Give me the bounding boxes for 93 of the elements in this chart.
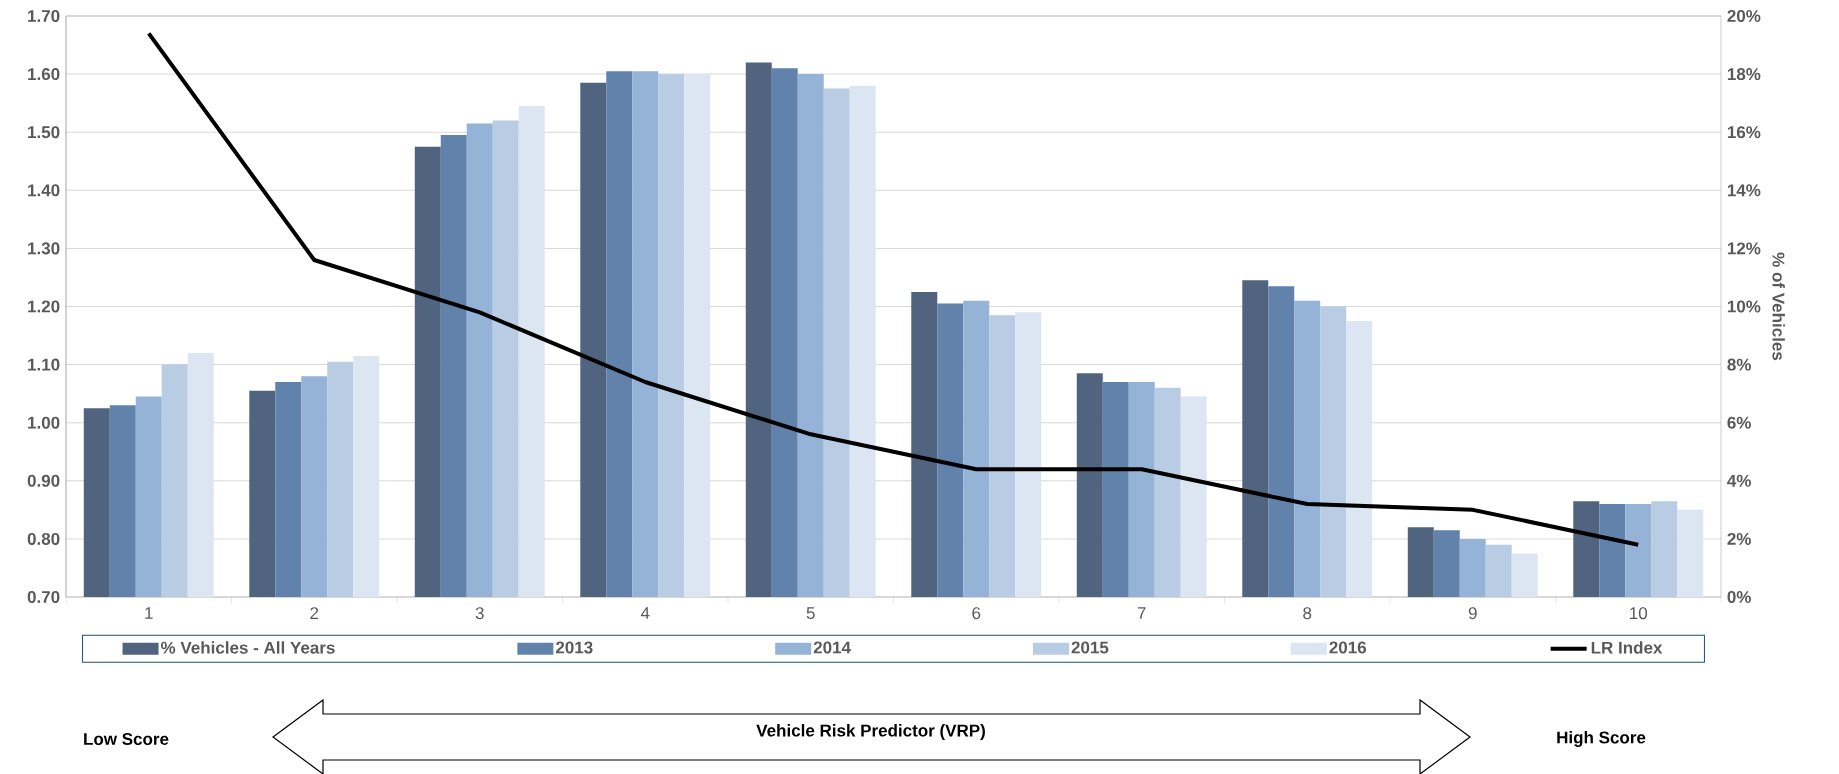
bar (1459, 538, 1486, 597)
bar (1015, 312, 1042, 597)
bar (414, 146, 441, 597)
x-tick-label: 9 (1468, 607, 1477, 620)
bar (1154, 387, 1181, 597)
bar (658, 74, 685, 597)
y-tick-label: 1.50 (28, 126, 60, 139)
y-tick-label: 1.00 (28, 416, 60, 429)
bar (109, 405, 136, 597)
x-tick-label: 1 (145, 607, 153, 619)
bar (1599, 504, 1626, 597)
legend-label: 2016 (1329, 641, 1367, 654)
bar (1242, 280, 1269, 597)
y2-tick-label: 16% (1727, 126, 1761, 139)
y2-tick-label: 14% (1727, 184, 1761, 197)
bar (1294, 300, 1321, 597)
bar (1485, 544, 1512, 597)
bar (440, 135, 467, 597)
y2-tick-label: 4% (1727, 474, 1751, 487)
y2-tick-label: 18% (1727, 68, 1761, 81)
y-tick-label: 0.80 (27, 532, 60, 545)
y2-tick-label: 2% (1727, 532, 1751, 545)
bar (1180, 396, 1207, 597)
bar (492, 120, 519, 597)
bar (797, 74, 824, 597)
legend-label: LR Index (1591, 641, 1663, 654)
bar (135, 396, 162, 597)
bar (161, 364, 188, 597)
legend-label: 2015 (1071, 641, 1109, 654)
bar (937, 303, 964, 597)
bar (745, 62, 772, 597)
x-tick-label: 7 (1137, 607, 1146, 619)
y-tick-label: 1.30 (28, 242, 60, 255)
y2-tick-label: 8% (1727, 358, 1751, 371)
y-tick-label: 1.70 (28, 9, 60, 23)
bar (1076, 373, 1103, 597)
y-tick-label: 1.40 (28, 184, 60, 197)
y-tick-label: 1.20 (28, 300, 60, 313)
y2-tick-label: 20% (1727, 9, 1761, 23)
bar (1102, 382, 1129, 597)
legend-label: % Vehicles - All Years (160, 641, 335, 654)
bar (301, 376, 328, 597)
bar (327, 361, 354, 597)
bar (1651, 501, 1678, 597)
bar (963, 300, 990, 597)
y2-tick-label: 12% (1727, 242, 1761, 255)
bar (1677, 509, 1704, 597)
text: Vehicle Risk Predictor (VRP) (756, 724, 985, 740)
bar (632, 71, 659, 597)
bar (353, 355, 380, 597)
bar (1268, 286, 1295, 597)
bar (771, 68, 798, 597)
bar (466, 123, 493, 597)
line-series (146, 31, 1641, 547)
bar (1433, 530, 1460, 597)
y-tick-label: 0.70 (27, 590, 60, 604)
y2-tick-label: 10% (1727, 300, 1761, 313)
x-tick-label: 4 (640, 607, 650, 619)
legend-label: 2014 (813, 641, 851, 654)
x-tick-label: 3 (475, 607, 484, 620)
bar (518, 106, 545, 597)
bar (849, 85, 876, 597)
bar (1625, 504, 1652, 597)
x-tick-label: 2 (310, 607, 319, 620)
x-tick-label: 10 (1630, 607, 1648, 620)
bar (249, 390, 276, 597)
bar (187, 352, 214, 597)
text: Low Score (84, 732, 169, 746)
bar (684, 74, 711, 597)
y2-tick-label: 6% (1727, 416, 1751, 429)
bar (606, 71, 633, 597)
bar (1511, 553, 1538, 597)
legend-label: 2013 (555, 641, 593, 654)
y-tick-label: 0.90 (27, 474, 60, 487)
x-tick-label: 6 (972, 607, 981, 620)
y-tick-label: 1.60 (28, 68, 60, 81)
y-tick-label: 1.10 (28, 358, 60, 371)
bar (275, 382, 302, 597)
y2-axis-title: % of Vehicles (1772, 252, 1785, 361)
bar (580, 82, 607, 597)
x-tick-label: 5 (806, 607, 815, 619)
bar (1320, 306, 1347, 597)
bar (1573, 501, 1600, 597)
y2-tick-label: 0% (1727, 590, 1751, 604)
bar (989, 315, 1016, 597)
x-tick-label: 8 (1303, 607, 1312, 620)
bar (1128, 382, 1155, 597)
bar (83, 408, 110, 597)
bar (911, 291, 938, 597)
bar (1346, 321, 1373, 597)
text: High Score (1557, 731, 1646, 747)
bar (823, 88, 850, 597)
bar (1407, 527, 1434, 597)
